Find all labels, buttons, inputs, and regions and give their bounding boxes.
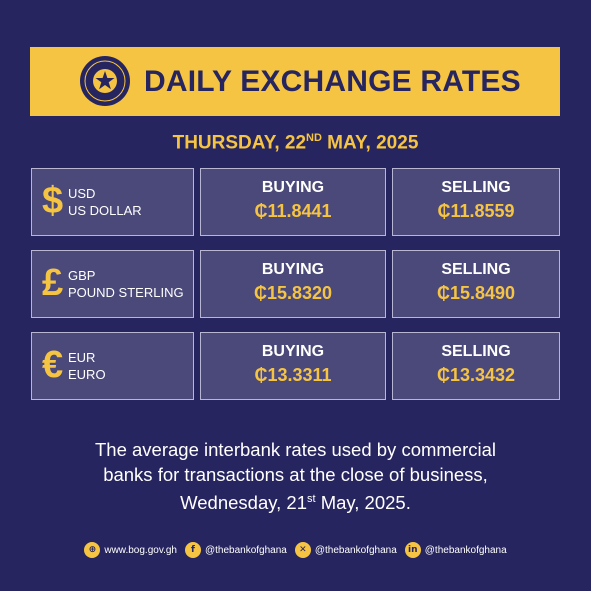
facebook-link[interactable]: f @thebankofghana xyxy=(184,542,287,558)
usd-buying: BUYING ₵11.8441 xyxy=(200,168,386,236)
gbp-selling: SELLING ₵15.8490 xyxy=(392,250,560,318)
pound-icon: £ xyxy=(42,262,64,304)
buying-label: BUYING xyxy=(261,261,325,278)
currency-gbp: £ GBP POUND STERLING xyxy=(31,250,194,318)
selling-rate: ₵15.8490 xyxy=(436,283,516,303)
currency-code: USD xyxy=(68,186,96,201)
currency-name: US DOLLAR xyxy=(68,203,142,218)
website-link[interactable]: ⊕ www.bog.gov.gh xyxy=(84,542,177,558)
gbp-buying: BUYING ₵15.8320 xyxy=(200,250,386,318)
footer-social: ⊕ www.bog.gov.gh f @thebankofghana ✕ @th… xyxy=(0,542,591,558)
buying-label: BUYING xyxy=(261,343,325,360)
usd-selling: SELLING ₵11.8559 xyxy=(392,168,560,236)
x-icon: ✕ xyxy=(294,542,311,558)
rates-note: The average interbank rates used by comm… xyxy=(94,439,497,514)
x-link[interactable]: ✕ @thebankofghana xyxy=(294,542,397,558)
selling-rate: ₵13.3432 xyxy=(436,365,516,385)
facebook-icon: f xyxy=(184,542,201,558)
currency-name: EURO xyxy=(68,367,106,382)
euro-icon: € xyxy=(42,344,64,386)
selling-label: SELLING xyxy=(441,343,511,360)
linkedin-icon: in xyxy=(404,542,421,558)
linkedin-link[interactable]: in @thebankofghana xyxy=(404,542,507,558)
currency-eur: € EUR EURO xyxy=(31,332,194,400)
eur-selling: SELLING ₵13.3432 xyxy=(392,332,560,400)
selling-label: SELLING xyxy=(441,261,511,278)
buying-rate: ₵11.8441 xyxy=(254,201,332,221)
currency-name: POUND STERLING xyxy=(68,285,184,300)
currency-code: GBP xyxy=(68,268,96,283)
eur-buying: BUYING ₵13.3311 xyxy=(200,332,386,400)
buying-rate: ₵13.3311 xyxy=(254,365,332,385)
buying-label: BUYING xyxy=(261,179,325,196)
dollar-icon: $ xyxy=(42,180,64,222)
title-banner: DAILY EXCHANGE RATES xyxy=(30,47,560,116)
buying-rate: ₵15.8320 xyxy=(253,283,333,303)
currency-usd: $ USD US DOLLAR xyxy=(31,168,194,236)
bank-of-ghana-logo xyxy=(80,56,130,106)
page-title: DAILY EXCHANGE RATES xyxy=(144,65,521,98)
rates-date: THURSDAY, 22ND MAY, 2025 xyxy=(172,132,419,154)
selling-rate: ₵11.8559 xyxy=(437,201,515,221)
currency-code: EUR xyxy=(68,350,96,365)
selling-label: SELLING xyxy=(441,179,511,196)
globe-icon: ⊕ xyxy=(84,542,101,558)
